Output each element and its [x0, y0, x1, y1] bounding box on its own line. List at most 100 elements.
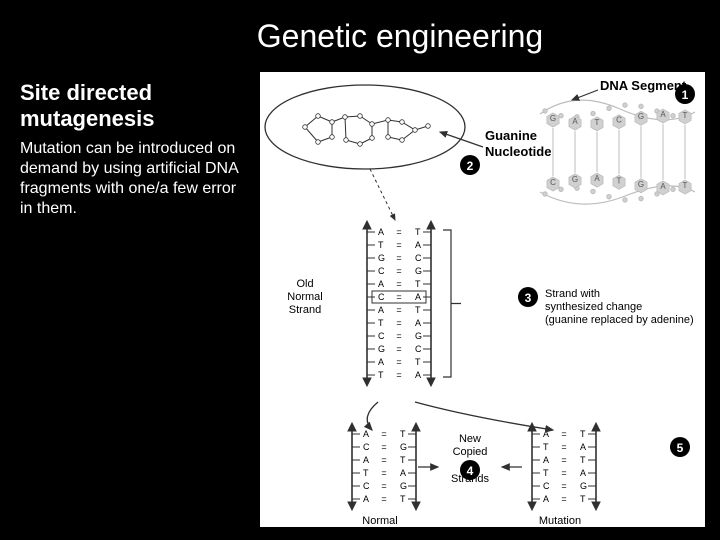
- svg-text:A: A: [415, 370, 421, 380]
- svg-text:=: =: [381, 442, 386, 452]
- svg-text:T: T: [595, 118, 600, 127]
- svg-text:T: T: [415, 279, 421, 289]
- svg-text:Strand: Strand: [289, 304, 321, 316]
- svg-text:T: T: [378, 240, 384, 250]
- svg-text:A: A: [400, 468, 406, 478]
- svg-text:T: T: [580, 429, 586, 439]
- svg-text:=: =: [396, 227, 401, 237]
- svg-text:=: =: [561, 442, 566, 452]
- svg-text:A: A: [660, 110, 666, 119]
- svg-text:=: =: [381, 494, 386, 504]
- svg-text:C: C: [415, 344, 422, 354]
- svg-text:C: C: [550, 178, 556, 187]
- svg-text:Normal: Normal: [362, 515, 397, 527]
- svg-text:T: T: [617, 176, 622, 185]
- svg-text:Old: Old: [296, 278, 313, 290]
- svg-text:T: T: [378, 318, 384, 328]
- svg-text:T: T: [683, 111, 688, 120]
- svg-text:A: A: [415, 292, 421, 302]
- svg-text:=: =: [396, 253, 401, 263]
- svg-text:Copied: Copied: [453, 446, 488, 458]
- svg-text:4: 4: [467, 464, 474, 478]
- svg-text:C: C: [378, 292, 385, 302]
- svg-text:A: A: [572, 117, 578, 126]
- svg-text:T: T: [580, 455, 586, 465]
- svg-text:A: A: [580, 442, 586, 452]
- svg-text:T: T: [543, 468, 549, 478]
- svg-text:A: A: [594, 174, 600, 183]
- svg-text:T: T: [415, 305, 421, 315]
- svg-text:T: T: [580, 494, 586, 504]
- svg-text:=: =: [561, 481, 566, 491]
- svg-text:=: =: [396, 266, 401, 276]
- svg-text:G: G: [572, 175, 578, 184]
- mutagenesis-diagram: GCAGTACTGGAATTA=TT=AG=CC=GA=TC=AA=TT=AC=…: [260, 72, 705, 527]
- svg-text:T: T: [683, 181, 688, 190]
- svg-text:T: T: [543, 442, 549, 452]
- svg-text:=: =: [396, 370, 401, 380]
- svg-text:G: G: [378, 344, 385, 354]
- svg-text:C: C: [363, 442, 370, 452]
- svg-text:T: T: [400, 494, 406, 504]
- svg-text:Strand with: Strand with: [545, 288, 600, 300]
- left-text-panel: Site directed mutagenesis Mutation can b…: [20, 80, 250, 219]
- svg-text:A: A: [580, 468, 586, 478]
- svg-text:G: G: [550, 114, 556, 123]
- svg-text:A: A: [378, 357, 384, 367]
- svg-text:=: =: [381, 481, 386, 491]
- svg-text:5: 5: [677, 441, 684, 455]
- svg-text:A: A: [378, 279, 384, 289]
- svg-text:=: =: [396, 292, 401, 302]
- svg-text:New: New: [459, 433, 481, 445]
- svg-text:2: 2: [467, 159, 474, 173]
- svg-text:1: 1: [682, 88, 689, 102]
- slide-body: Mutation can be introduced on demand by …: [20, 139, 250, 219]
- svg-text:T: T: [415, 357, 421, 367]
- svg-text:(guanine replaced by adenine): (guanine replaced by adenine): [545, 314, 694, 326]
- svg-text:G: G: [580, 481, 587, 491]
- svg-text:A: A: [543, 429, 549, 439]
- slide-title: Genetic engineering: [0, 0, 720, 55]
- svg-text:A: A: [363, 429, 369, 439]
- svg-text:G: G: [400, 481, 407, 491]
- svg-text:3: 3: [525, 291, 532, 305]
- svg-text:C: C: [363, 481, 370, 491]
- svg-text:Normal: Normal: [287, 291, 322, 303]
- svg-text:T: T: [363, 468, 369, 478]
- svg-text:C: C: [543, 481, 550, 491]
- svg-text:A: A: [660, 182, 666, 191]
- svg-text:=: =: [381, 455, 386, 465]
- svg-text:=: =: [396, 279, 401, 289]
- diagram-svg: GCAGTACTGGAATTA=TT=AG=CC=GA=TC=AA=TT=AC=…: [260, 72, 705, 527]
- svg-text:DNA Segment: DNA Segment: [600, 78, 687, 93]
- svg-text:T: T: [415, 227, 421, 237]
- svg-text:C: C: [616, 116, 622, 125]
- svg-text:A: A: [363, 494, 369, 504]
- svg-text:=: =: [396, 357, 401, 367]
- svg-text:=: =: [561, 429, 566, 439]
- svg-text:Nucleotide: Nucleotide: [485, 144, 551, 159]
- svg-text:Mutation: Mutation: [539, 515, 581, 527]
- svg-text:G: G: [415, 266, 422, 276]
- svg-text:G: G: [378, 253, 385, 263]
- svg-text:A: A: [363, 455, 369, 465]
- svg-text:=: =: [381, 468, 386, 478]
- svg-text:A: A: [415, 318, 421, 328]
- slide-subtitle: Site directed mutagenesis: [20, 80, 250, 133]
- svg-text:=: =: [381, 429, 386, 439]
- svg-text:C: C: [378, 331, 385, 341]
- svg-text:=: =: [396, 305, 401, 315]
- svg-text:G: G: [638, 180, 644, 189]
- svg-text:=: =: [561, 468, 566, 478]
- svg-text:=: =: [396, 331, 401, 341]
- svg-text:A: A: [543, 494, 549, 504]
- svg-text:C: C: [378, 266, 385, 276]
- svg-text:A: A: [415, 240, 421, 250]
- svg-text:G: G: [415, 331, 422, 341]
- svg-text:=: =: [561, 455, 566, 465]
- svg-text:=: =: [396, 240, 401, 250]
- svg-text:synthesized change: synthesized change: [545, 301, 642, 313]
- svg-text:G: G: [638, 112, 644, 121]
- svg-text:A: A: [378, 305, 384, 315]
- svg-text:A: A: [378, 227, 384, 237]
